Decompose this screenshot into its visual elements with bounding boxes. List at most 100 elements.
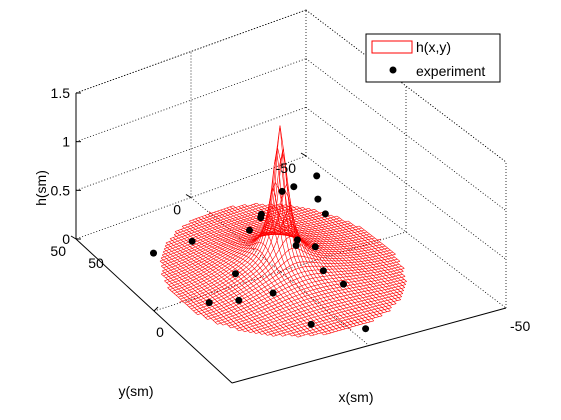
experiment-point-4 (321, 210, 329, 218)
surface-line-x-52 (261, 293, 403, 335)
surface-line-y-34 (198, 217, 335, 333)
surface-line-y-50 (163, 248, 262, 335)
experiment-point-8 (293, 236, 301, 244)
surface-line-y-11 (285, 204, 402, 297)
surface-line-y-49 (164, 245, 268, 336)
surface-line-y-39 (185, 224, 315, 336)
surface-line-y-54 (159, 260, 239, 332)
surface-line-y-58 (164, 280, 208, 320)
y-tick-mark-1 (185, 194, 192, 198)
y-gridline-floor-1 (190, 197, 370, 346)
surface-line-y-14 (271, 203, 397, 304)
experiment-points (150, 172, 370, 333)
surface-line-y-22 (238, 206, 376, 318)
experiment-point-18 (205, 299, 213, 307)
experiment-point-2 (278, 187, 286, 195)
surface-line-y-27 (220, 208, 360, 325)
surface-line-y-57 (161, 273, 218, 325)
x-axis-end-label: 50 (88, 255, 104, 271)
experiment-point-6 (246, 226, 253, 234)
surface-line-y-30 (208, 125, 352, 331)
experiment-point-3 (314, 195, 322, 203)
legend: h(x,y) experiment (365, 33, 501, 83)
legend-surface-swatch (371, 40, 413, 54)
experiment-point-7 (257, 210, 265, 218)
surface-line-y-42 (177, 230, 302, 337)
experiment-point-14 (150, 249, 157, 257)
experiment-point-16 (269, 289, 277, 297)
experiment-point-11 (319, 267, 327, 275)
surface-line-x-43 (217, 268, 405, 325)
surface-line-y-47 (168, 241, 277, 336)
surface-line-y-35 (195, 218, 332, 334)
surface-line-y-56 (162, 270, 224, 326)
surface-line-y-6 (314, 209, 407, 282)
surface-line-y-55 (161, 265, 232, 329)
surface-line-y-17 (256, 202, 391, 312)
surface-line-y-45 (173, 237, 287, 336)
experiment-point-9 (292, 242, 300, 249)
experiment-point-13 (188, 237, 196, 245)
surface-mesh (159, 125, 407, 338)
experiment-point-12 (340, 280, 347, 288)
y-tick-label-0: -50 (276, 160, 296, 176)
surface-line-y-3 (336, 215, 405, 269)
y-tick-label-2: 50 (50, 243, 66, 259)
y-tick-mark-2 (70, 235, 77, 240)
legend-experiment-label: experiment (416, 63, 485, 79)
surface-line-y-59 (167, 287, 198, 315)
surface-line-y-2 (348, 220, 401, 262)
surface-line-y-40 (181, 226, 311, 337)
x-gridline-floor-0 (153, 231, 407, 312)
experiment-point-17 (235, 296, 243, 304)
surface-line-y-4 (331, 214, 404, 272)
grid-lines (75, 9, 507, 346)
experiment-point-20 (362, 325, 370, 333)
surface-line-y-48 (165, 242, 274, 337)
x-axis-label: x(sm) (339, 389, 374, 405)
surface-line-y-10 (291, 205, 404, 294)
surface-line-y-37 (189, 220, 324, 336)
z-tick-label-3: 1.5 (51, 85, 71, 101)
z-axis-label: h(sm) (33, 170, 49, 206)
surface-line-y-13 (276, 204, 398, 301)
surface-line-y-33 (201, 215, 339, 332)
experiment-point-15 (232, 270, 239, 278)
legend-experiment-marker (389, 66, 397, 74)
surface-line-y-36 (192, 219, 328, 335)
x-tick-mark-0 (153, 306, 159, 312)
surface-line-y-5 (322, 211, 406, 277)
x-tick-label-end: -50 (510, 318, 530, 334)
surface-line-y-7 (308, 208, 406, 285)
z-tick-label-0: 0 (62, 231, 70, 247)
surface-line-y-28 (217, 183, 357, 326)
surface-line-y-38 (188, 223, 319, 335)
y-tick-label-1: 0 (173, 202, 181, 218)
y-axis-label: y(sm) (119, 383, 154, 399)
surface-line-y-41 (181, 229, 306, 336)
surface-line-y-15 (267, 204, 393, 305)
surface-line-y-29 (214, 148, 353, 327)
surface-line-y-53 (160, 257, 245, 333)
surface-line-y-31 (207, 150, 346, 330)
experiment-point-0 (313, 172, 321, 180)
surface-line-y-43 (174, 231, 298, 338)
surface-line-y-18 (253, 203, 388, 312)
legend-surface-label: h(x,y) (416, 39, 451, 55)
y-tick-mark-0 (300, 152, 307, 157)
surface-line-y-51 (162, 251, 257, 334)
surface-line-y-9 (297, 206, 404, 291)
surface-line-y-46 (169, 238, 283, 337)
experiment-point-19 (307, 320, 315, 328)
experiment-point-1 (290, 183, 298, 191)
surface-line-y-1 (359, 225, 396, 255)
surface-line-y-21 (241, 205, 379, 317)
z-tick-label-1: 0.5 (51, 182, 71, 198)
surface-line-y-12 (279, 203, 401, 300)
surface-line-y-44 (173, 234, 293, 337)
surface-line-y-52 (161, 254, 251, 333)
x-tick-label-0: 0 (156, 324, 164, 340)
surface-line-y-32 (204, 187, 342, 331)
